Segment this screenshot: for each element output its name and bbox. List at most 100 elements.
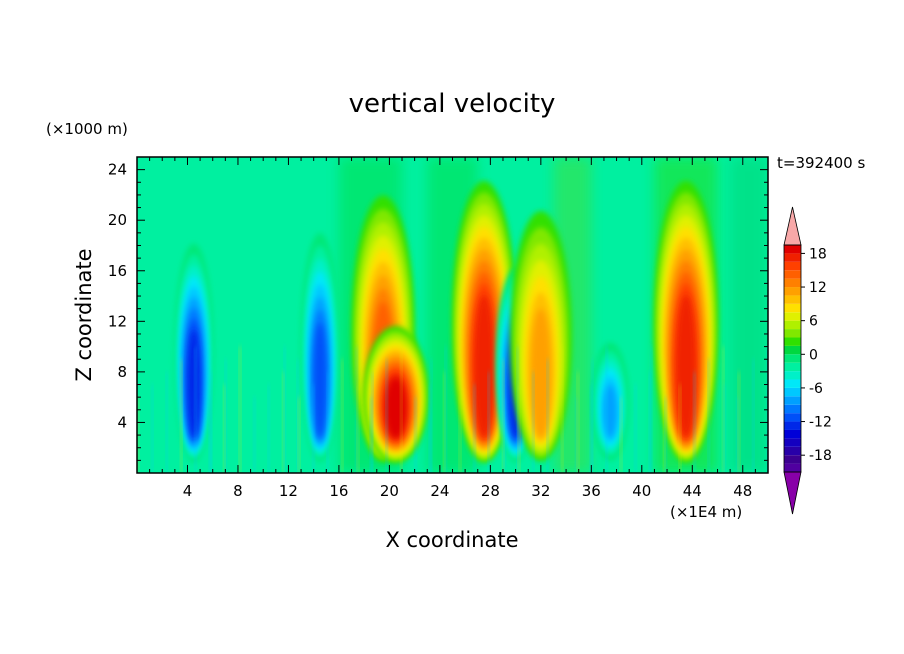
field-streak [648, 371, 651, 473]
field-streak [356, 384, 359, 473]
field-streak [180, 359, 183, 473]
chart-title: vertical velocity [349, 89, 556, 119]
field-streak [532, 371, 535, 473]
field-streak [253, 397, 256, 473]
colorbar-band [784, 261, 801, 271]
field-streak [561, 346, 564, 473]
heatmap-cell [591, 342, 629, 461]
y-tick-label: 4 [117, 413, 127, 431]
x-tick-label: 48 [733, 482, 752, 500]
field-streak [487, 371, 490, 473]
field-streak [371, 371, 374, 473]
colorbar-band [784, 295, 801, 304]
y-tick-label: 16 [108, 262, 127, 280]
heatmap-cell [653, 181, 719, 463]
field-streak [267, 384, 270, 473]
colorbar-band [784, 270, 801, 279]
colorbar-band [784, 253, 801, 262]
field-streak [589, 384, 592, 473]
x-tick-label: 40 [632, 482, 651, 500]
heatmap-cell [300, 232, 340, 462]
field-streak [151, 384, 154, 473]
field-streak [355, 346, 358, 473]
colorbar-tick-label: 18 [809, 246, 827, 262]
colorbar-band [784, 371, 801, 380]
field-streak [546, 359, 549, 473]
field-streak [414, 397, 417, 473]
colorbar-band [784, 455, 801, 464]
colorbar: 18 12 6 0 -6 -12 -18 [783, 206, 832, 515]
field-streak [298, 397, 301, 473]
colorbar-tick-label: -12 [809, 415, 832, 431]
colorbar-band [784, 396, 801, 405]
colorbar-tick-label: -18 [809, 448, 832, 464]
y-tick-label: 24 [108, 161, 127, 179]
colorbar-band [784, 429, 801, 439]
field-streak [208, 397, 211, 473]
heatmap-cell [451, 181, 517, 463]
field-streak [473, 384, 476, 473]
field-streak [369, 397, 372, 473]
colorbar-band [784, 387, 801, 397]
colorbar-tick-label: 6 [809, 314, 818, 330]
field-streak [575, 397, 578, 473]
field-streak [326, 371, 329, 473]
x-unit-label: (×1E4 m) [670, 503, 742, 521]
field-streak [428, 384, 431, 473]
field-streak [737, 371, 740, 473]
y-axis-label: Z coordinate [72, 248, 96, 381]
field-streak [210, 371, 213, 473]
field-streak [664, 397, 667, 473]
x-tick-label: 4 [183, 482, 193, 500]
field-streak [341, 359, 344, 473]
field-streak [400, 346, 403, 473]
colorbar-tick-label: -6 [809, 381, 823, 397]
x-tick-label: 20 [380, 482, 399, 500]
y-axis-ticks: 4 8 12 16 20 24 [108, 161, 768, 461]
y-tick-label: 12 [108, 312, 127, 330]
x-tick-label: 36 [582, 482, 601, 500]
colorbar-band [784, 278, 801, 288]
field-streak [736, 397, 739, 473]
x-tick-label: 44 [683, 482, 702, 500]
field-streak [723, 384, 726, 473]
field-streak [605, 346, 608, 473]
heatmap-cell [509, 211, 572, 462]
colorbar-band [784, 463, 801, 472]
colorbar-band [784, 421, 801, 430]
x-tick-label: 24 [430, 482, 449, 500]
field-streak [283, 346, 286, 473]
colorbar-band [784, 379, 801, 388]
field-streak [385, 359, 388, 473]
x-tick-label: 28 [481, 482, 500, 500]
y-tick-label: 20 [108, 211, 127, 229]
colorbar-band [784, 345, 801, 355]
colorbar-tick-label: 0 [809, 347, 818, 363]
colorbar-band [784, 320, 801, 330]
field-streak [239, 346, 242, 473]
field-streak [576, 371, 579, 473]
field-streak [707, 359, 710, 473]
colorbar-frame [783, 244, 802, 473]
field-streak [459, 397, 462, 473]
field-streak [443, 371, 446, 473]
field-band [730, 157, 768, 473]
field-streak [516, 346, 519, 473]
field-streak [224, 359, 227, 473]
field-streak [223, 384, 226, 473]
colorbar-band [784, 312, 801, 321]
colorbar-over-arrow [783, 206, 802, 246]
x-tick-label: 8 [233, 482, 243, 500]
colorbar-band [784, 303, 801, 313]
x-tick-label: 32 [531, 482, 550, 500]
colorbar-band [784, 413, 801, 422]
y-tick-label: 8 [117, 363, 127, 381]
field-streak [282, 371, 285, 473]
time-label: t=392400 s [777, 154, 865, 172]
x-tick-label: 16 [329, 482, 348, 500]
field-streak [312, 384, 315, 473]
field-streak [430, 359, 433, 473]
field-streak [502, 359, 505, 473]
field-streak [650, 346, 653, 473]
